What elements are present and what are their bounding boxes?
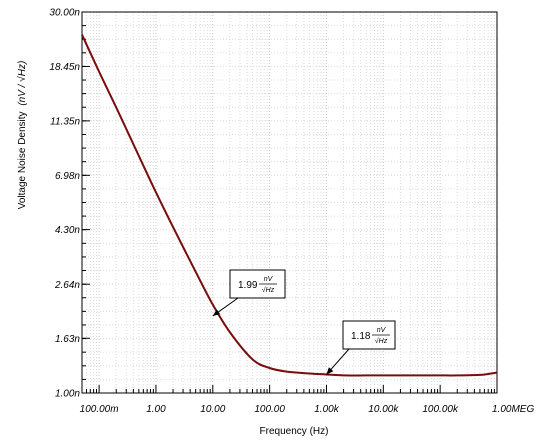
x-tick-label: 10.00k bbox=[368, 404, 399, 415]
y-tick-label: 30.00n bbox=[49, 8, 80, 19]
x-tick-label: 10.00 bbox=[200, 404, 225, 415]
y-tick-label: 1.00n bbox=[55, 389, 80, 400]
x-tick-labels: 100.00m 1.00 10.00 100.00 1.00k 10.00k 100.00k… bbox=[80, 404, 535, 415]
y-axis-title: Voltage Noise Density (nV / √Hz) bbox=[16, 61, 28, 210]
y-tick-label: 2.64n bbox=[54, 280, 80, 291]
callouts: 1.99 nV √Hz 1.18 nV √Hz bbox=[212, 269, 396, 375]
callout-value: 1.18 bbox=[351, 331, 371, 342]
x-tick-label: 1.00MEG bbox=[492, 404, 534, 415]
plot-frame bbox=[81, 11, 498, 394]
x-tick-label: 100.00m bbox=[80, 404, 119, 415]
callout: 1.18 nV √Hz bbox=[326, 320, 396, 375]
y-tick-label: 6.98n bbox=[55, 171, 80, 182]
callout-unit-num: nV bbox=[264, 276, 274, 283]
callout-arrow bbox=[326, 367, 334, 375]
callout-value: 1.99 bbox=[238, 280, 258, 291]
callout-unit-num: nV bbox=[377, 327, 387, 334]
x-tick-label: 1.00 bbox=[146, 404, 166, 415]
y-axis-title-group: Voltage Noise Density (nV / √Hz) bbox=[16, 61, 28, 210]
callout-arrow bbox=[212, 309, 221, 316]
x-tick-label: 100.00k bbox=[422, 404, 459, 415]
y-tick-labels: 1.00n 1.63n 2.64n 4.30n 6.98n 11.35n 18.45n 30.… bbox=[49, 8, 80, 400]
y-axis-title-unit: (nV / √Hz) bbox=[16, 61, 28, 106]
y-tick-label: 4.30n bbox=[55, 225, 80, 236]
y-axis-title-text: Voltage Noise Density bbox=[17, 111, 28, 209]
y-tick-label: 1.63n bbox=[55, 334, 80, 345]
chart-grid bbox=[81, 12, 498, 393]
y-tick-label: 18.45n bbox=[49, 62, 80, 73]
series-layer bbox=[81, 34, 498, 377]
x-tick-label: 1.00k bbox=[314, 404, 339, 415]
callout-unit-den: √Hz bbox=[262, 286, 275, 294]
axis-ticks bbox=[81, 11, 498, 394]
x-axis-title: Frequency (Hz) bbox=[260, 426, 329, 437]
x-tick-label: 100.00 bbox=[254, 404, 285, 415]
y-tick-label: 11.35n bbox=[50, 116, 80, 127]
series-line bbox=[81, 34, 498, 377]
callout: 1.99 nV √Hz bbox=[212, 269, 286, 317]
callout-unit-den: √Hz bbox=[375, 337, 388, 345]
